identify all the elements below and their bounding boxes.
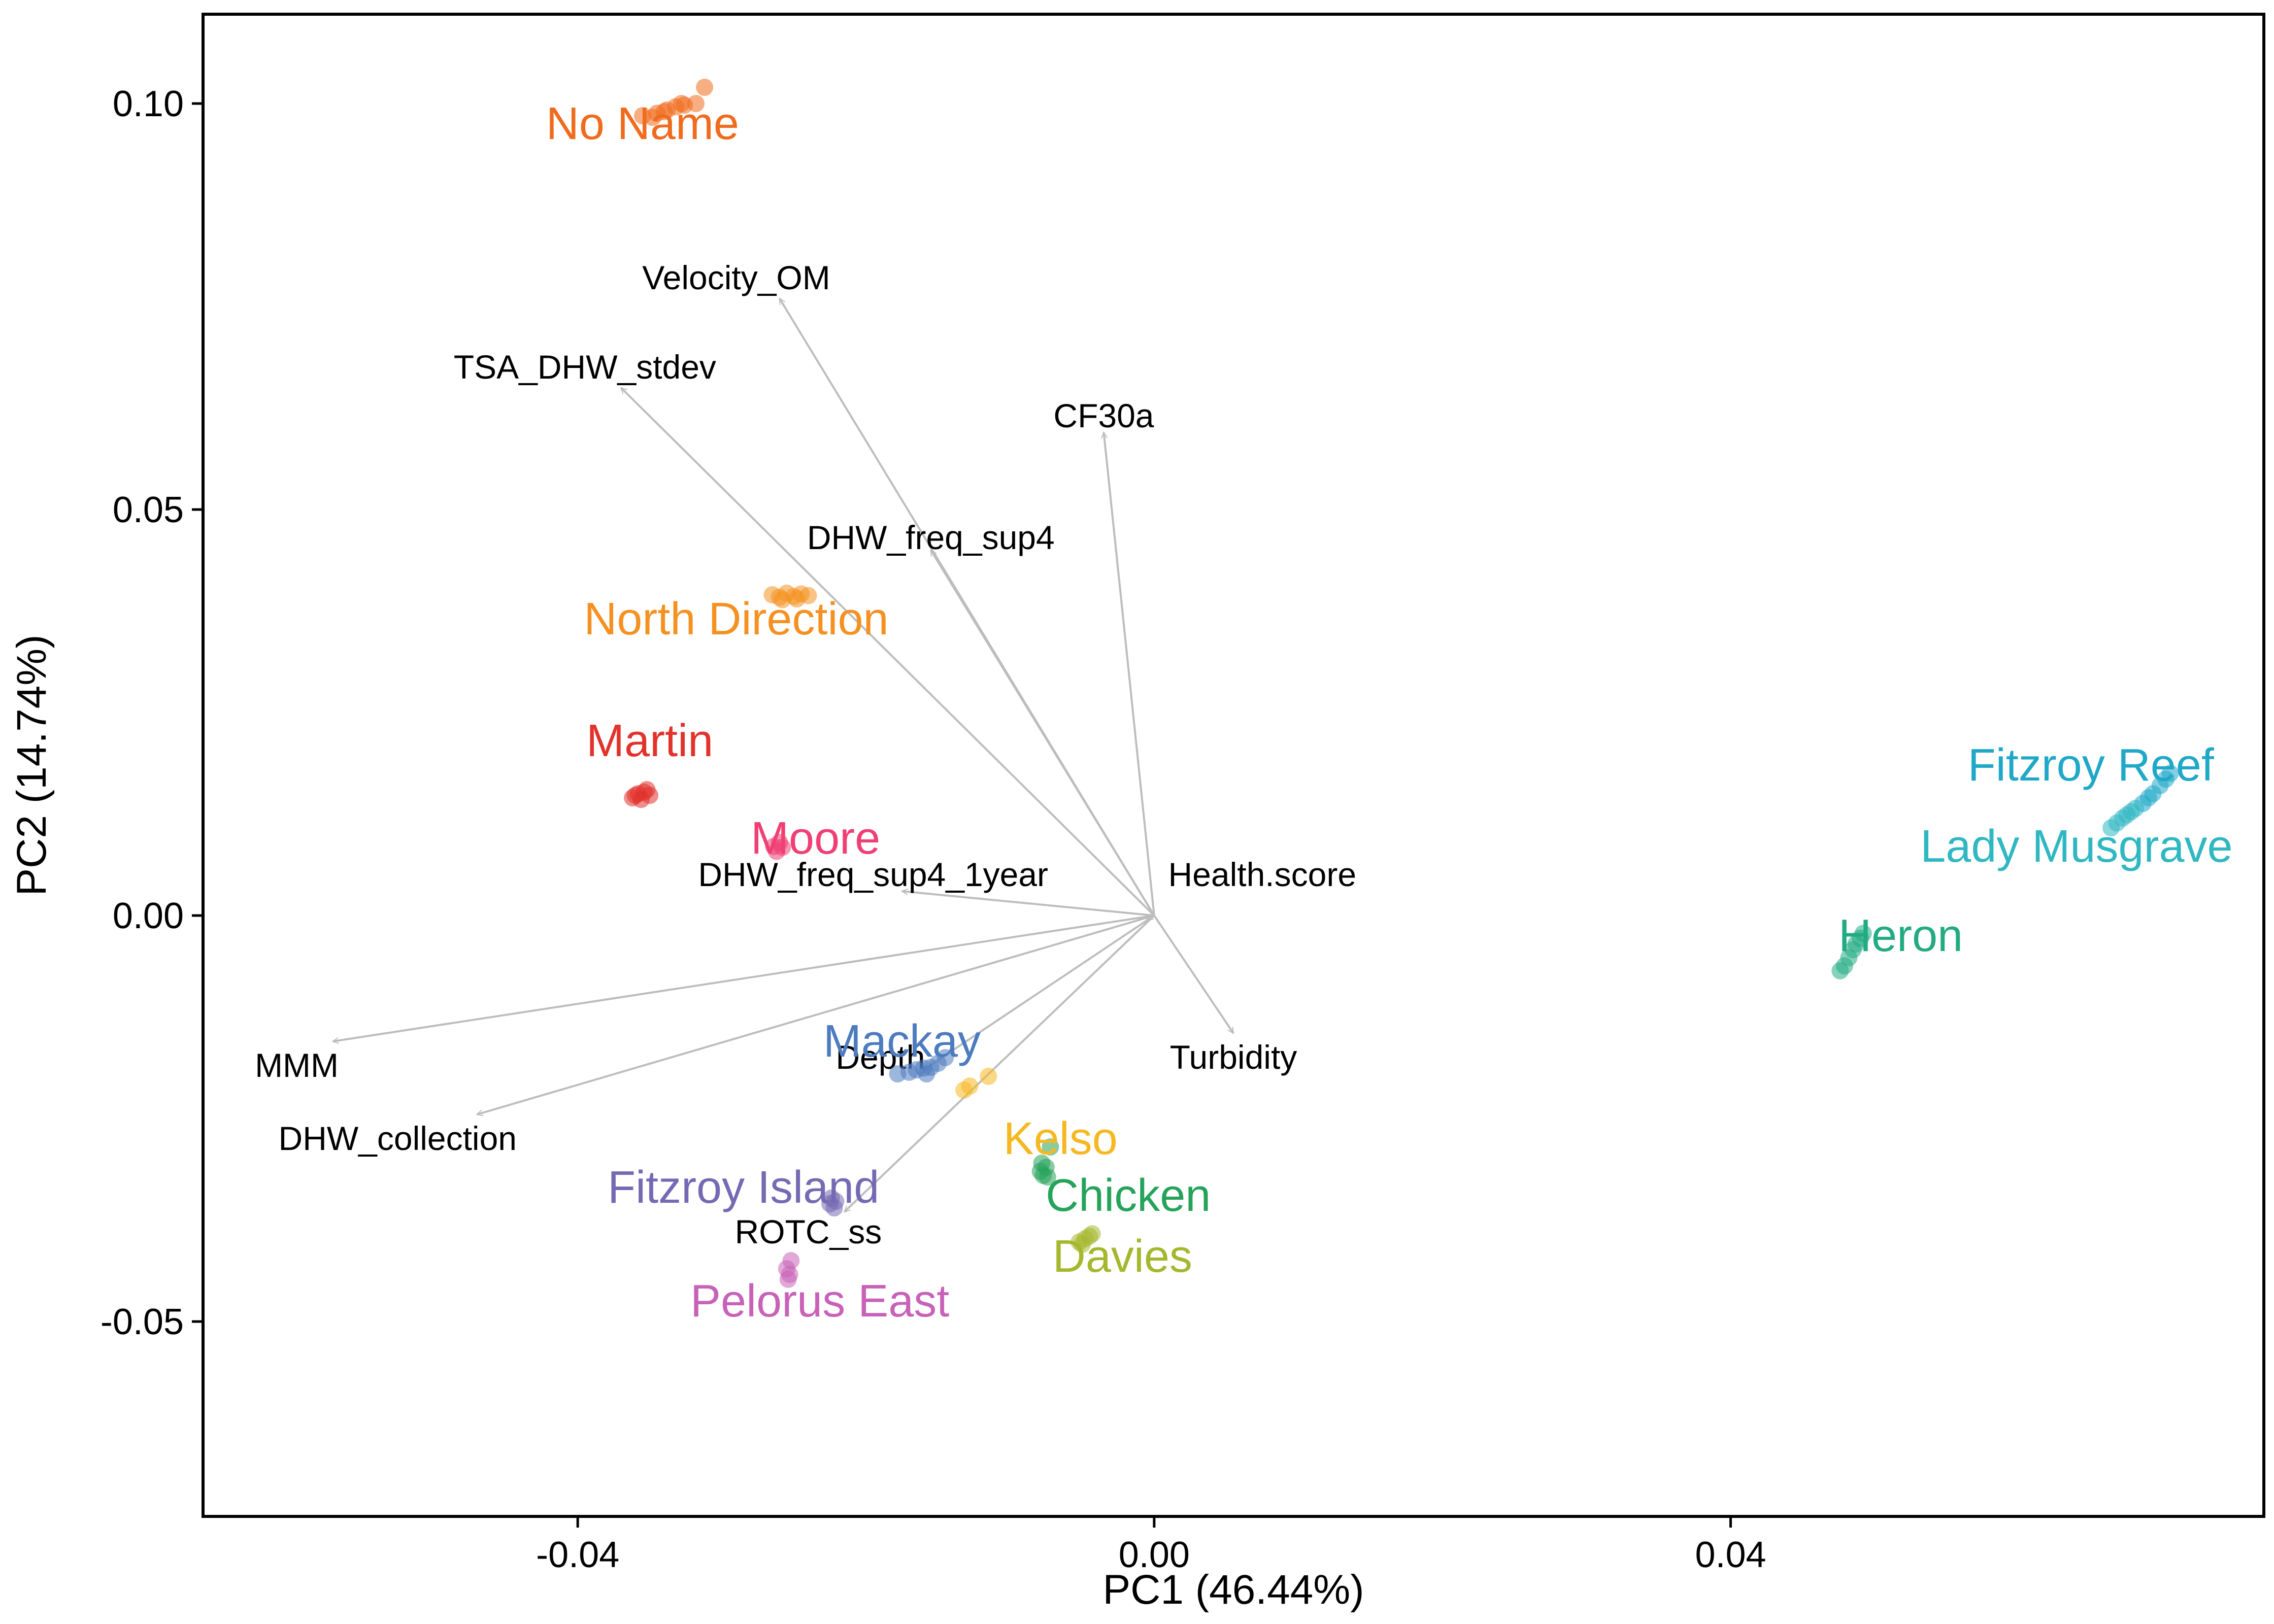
vector-label: Velocity_OM bbox=[642, 259, 830, 296]
y-tick-label: 0.00 bbox=[113, 896, 184, 936]
site-label: Mackay bbox=[823, 1016, 981, 1067]
loading-arrow bbox=[1153, 915, 1234, 1033]
site-point bbox=[655, 103, 673, 120]
x-tick-label: 0.04 bbox=[1695, 1535, 1766, 1575]
vector-label: DHW_collection bbox=[279, 1120, 517, 1157]
site-label: Fitzroy Island bbox=[608, 1162, 879, 1213]
site-points bbox=[624, 79, 2179, 1288]
vector-label: Health.score bbox=[1168, 856, 1357, 893]
vector-label: MMM bbox=[255, 1046, 339, 1084]
site-point bbox=[1033, 1155, 1051, 1172]
site-label: Martin bbox=[586, 716, 713, 766]
y-axis-title: PC2 (14.74%) bbox=[9, 634, 55, 896]
site-label: Lady Musgrave bbox=[1920, 821, 2232, 872]
site-point bbox=[1039, 1168, 1056, 1186]
site-point bbox=[626, 787, 644, 804]
site-point bbox=[2118, 806, 2136, 824]
site-label: Pelorus East bbox=[690, 1276, 949, 1327]
site-label: No Name bbox=[546, 98, 739, 149]
site-point bbox=[774, 591, 791, 608]
site-point bbox=[918, 1065, 935, 1082]
site-label: Heron bbox=[1838, 910, 1963, 961]
site-point bbox=[961, 1077, 979, 1095]
site-labels: No Name North Direction Martin Moore Mackay K… bbox=[546, 98, 2233, 1327]
site-point bbox=[2102, 819, 2120, 837]
site-point bbox=[774, 838, 791, 856]
y-tick-label: -0.05 bbox=[101, 1302, 184, 1342]
site-point bbox=[696, 79, 714, 96]
loading-arrow bbox=[1103, 432, 1155, 916]
loading-arrow bbox=[930, 550, 1155, 917]
loading-arrow bbox=[844, 915, 1155, 1213]
x-tick-label: -0.04 bbox=[536, 1535, 619, 1575]
site-point bbox=[980, 1067, 997, 1085]
site-point bbox=[779, 1270, 797, 1288]
site-point bbox=[937, 1049, 954, 1066]
site-label: Davies bbox=[1053, 1231, 1192, 1282]
x-axis-title: PC1 (46.44%) bbox=[1102, 1567, 1364, 1613]
site-point bbox=[687, 95, 705, 112]
site-label: Moore bbox=[751, 813, 880, 864]
site-label: Fitzroy Reef bbox=[1968, 740, 2215, 791]
loading-arrow bbox=[477, 915, 1155, 1114]
vector-label: ROTC_ss bbox=[735, 1213, 882, 1250]
vector-label: DHW_freq_sup4_1year bbox=[698, 856, 1048, 893]
site-point bbox=[673, 95, 690, 112]
vector-label: CF30a bbox=[1053, 397, 1154, 434]
site-point bbox=[1831, 962, 1849, 979]
loading-arrow bbox=[902, 891, 1155, 917]
plot-panel bbox=[202, 13, 2265, 1518]
vector-label: DHW_freq_sup4 bbox=[807, 519, 1055, 556]
loading-vectors: Velocity_OM TSA_DHW_stdev CF30a DHW_freq_su… bbox=[255, 259, 1356, 1250]
vector-label: Turbidity bbox=[1170, 1038, 1297, 1076]
site-point bbox=[782, 1252, 800, 1269]
site-label: North Direction bbox=[584, 594, 888, 645]
x-axis: -0.04 0.00 0.04 bbox=[536, 1516, 1766, 1575]
loading-arrow bbox=[621, 388, 1155, 917]
vector-label: TSA_DHW_stdev bbox=[454, 348, 716, 386]
y-tick-label: 0.10 bbox=[113, 84, 184, 124]
y-tick-label: 0.05 bbox=[113, 490, 184, 530]
site-label: Kelso bbox=[1004, 1113, 1118, 1164]
site-point bbox=[827, 1193, 845, 1210]
loading-arrow bbox=[924, 915, 1155, 1071]
site-point bbox=[1083, 1225, 1101, 1243]
loading-arrow bbox=[333, 915, 1155, 1041]
site-label: Chicken bbox=[1046, 1170, 1211, 1221]
site-point bbox=[1042, 1138, 1059, 1156]
site-point bbox=[1854, 925, 1872, 942]
y-axis: 0.10 0.05 0.00 -0.05 bbox=[101, 84, 203, 1342]
site-point bbox=[788, 590, 806, 607]
x-tick-label: 0.00 bbox=[1119, 1535, 1190, 1575]
